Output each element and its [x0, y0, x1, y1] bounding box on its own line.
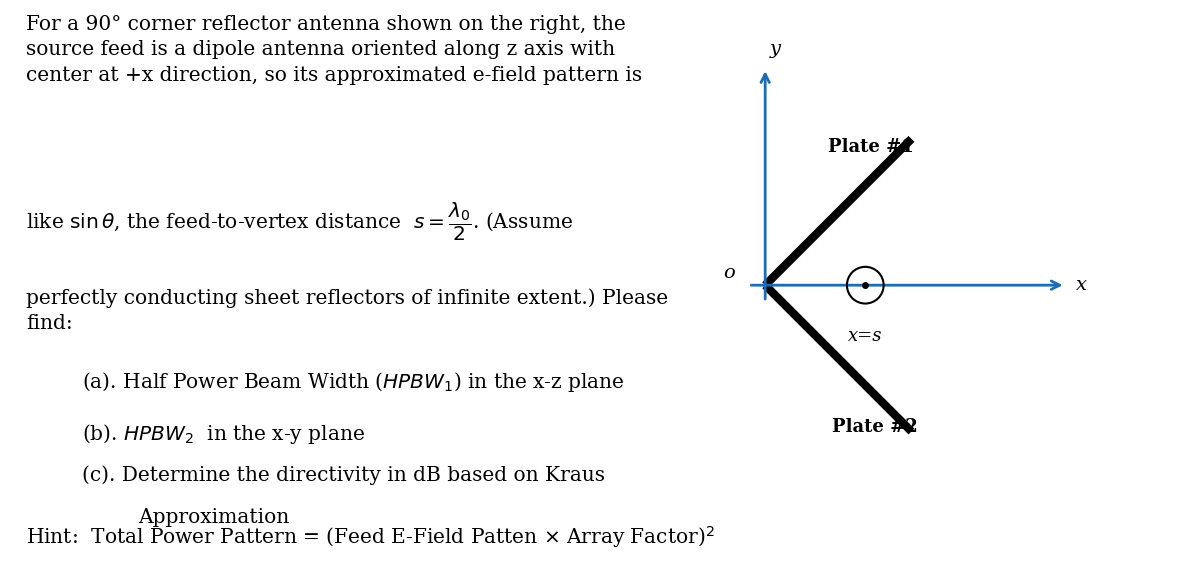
Text: Plate #1: Plate #1: [828, 139, 913, 157]
Text: Hint:  Total Power Pattern = (Feed E-Field Patten $\times$ Array Factor)$^2$: Hint: Total Power Pattern = (Feed E-Fiel…: [26, 524, 715, 550]
Text: (b). $\mathit{HPBW}_2$  in the x-y plane: (b). $\mathit{HPBW}_2$ in the x-y plane: [82, 422, 365, 446]
Text: Approximation: Approximation: [138, 508, 289, 527]
Text: y: y: [769, 40, 781, 58]
Text: (a). Half Power Beam Width ($\mathit{HPBW}_1$) in the x-z plane: (a). Half Power Beam Width ($\mathit{HPB…: [82, 370, 624, 393]
Text: x=s: x=s: [848, 327, 882, 345]
Text: Plate #2: Plate #2: [832, 418, 918, 436]
Text: o: o: [724, 264, 736, 282]
Text: For a 90° corner reflector antenna shown on the right, the
source feed is a dipo: For a 90° corner reflector antenna shown…: [26, 15, 642, 85]
Text: (c). Determine the directivity in dB based on Kraus: (c). Determine the directivity in dB bas…: [82, 466, 605, 485]
Text: x: x: [1075, 276, 1086, 294]
Text: like $\sin\theta$, the feed-to-vertex distance  $s = \dfrac{\lambda_0}{2}$. (Ass: like $\sin\theta$, the feed-to-vertex di…: [26, 201, 574, 243]
Text: perfectly conducting sheet reflectors of infinite extent.) Please
find:: perfectly conducting sheet reflectors of…: [26, 288, 668, 333]
